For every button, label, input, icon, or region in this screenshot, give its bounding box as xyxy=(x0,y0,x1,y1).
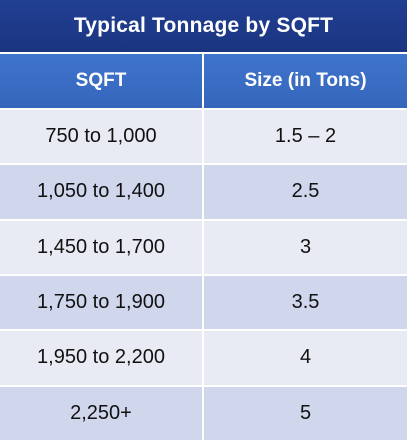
tonnage-table: SQFT Size (in Tons) 750 to 1,000 1.5 – 2… xyxy=(0,54,407,440)
cell-tons: 1.5 – 2 xyxy=(204,108,407,164)
cell-tons: 5 xyxy=(204,384,407,440)
cell-tons: 4 xyxy=(204,329,407,385)
cell-tons: 2.5 xyxy=(204,163,407,219)
cell-sqft: 2,250+ xyxy=(0,384,204,440)
cell-sqft: 1,950 to 2,200 xyxy=(0,329,204,385)
cell-tons: 3.5 xyxy=(204,273,407,330)
table-title: Typical Tonnage by SQFT xyxy=(0,0,407,52)
cell-sqft: 1,450 to 1,700 xyxy=(0,218,204,274)
cell-sqft: 1,750 to 1,900 xyxy=(0,273,204,330)
column-header-size: Size (in Tons) xyxy=(204,54,407,108)
cell-sqft: 750 to 1,000 xyxy=(0,108,204,164)
cell-tons: 3 xyxy=(204,218,407,274)
column-header-sqft: SQFT xyxy=(0,54,204,108)
cell-sqft: 1,050 to 1,400 xyxy=(0,163,204,219)
